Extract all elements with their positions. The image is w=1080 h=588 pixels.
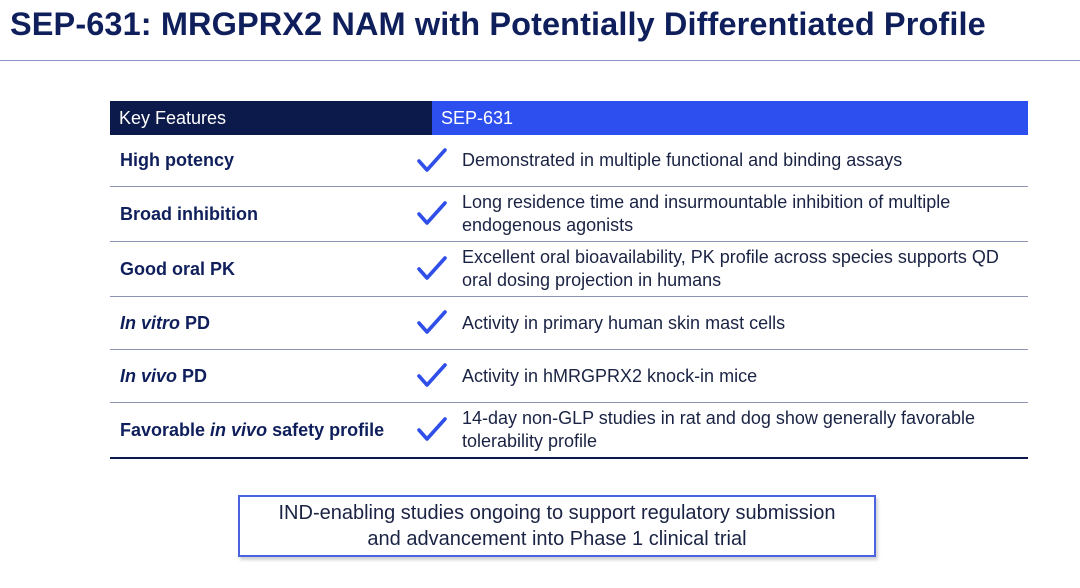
table-header: Key Features SEP-631 bbox=[110, 101, 1028, 135]
checkmark-icon bbox=[412, 253, 452, 285]
table-row: Broad inhibition Long residence time and… bbox=[110, 187, 1028, 242]
feature-label: High potency bbox=[120, 150, 235, 170]
feature-label: In vitro PD bbox=[120, 312, 211, 333]
feature-label: Favorable in vivo safety profile bbox=[120, 419, 385, 440]
checkmark-icon bbox=[412, 360, 452, 392]
checkmark-icon bbox=[412, 414, 452, 446]
header-sep-631: SEP-631 bbox=[432, 101, 1028, 135]
feature-label: In vivo PD bbox=[120, 365, 208, 386]
table-row: Good oral PK Excellent oral bioavailabil… bbox=[110, 242, 1028, 297]
feature-description: Excellent oral bioavailability, PK profi… bbox=[462, 247, 999, 290]
table-row: Favorable in vivo safety profile 14-day … bbox=[110, 403, 1028, 459]
feature-label: Good oral PK bbox=[120, 258, 236, 279]
header-key-features: Key Features bbox=[110, 101, 432, 135]
feature-description: Long residence time and insurmountable i… bbox=[462, 192, 951, 235]
checkmark-icon bbox=[412, 307, 452, 339]
table-row: In vitro PD Activity in primary human sk… bbox=[110, 297, 1028, 350]
checkmark-icon bbox=[412, 198, 452, 230]
features-table: Key Features SEP-631 High potency Demons… bbox=[110, 101, 1028, 459]
feature-label: Broad inhibition bbox=[120, 203, 258, 224]
page-title: SEP-631: MRGPRX2 NAM with Potentially Di… bbox=[10, 6, 986, 42]
callout-line-2: and advancement into Phase 1 clinical tr… bbox=[367, 528, 747, 550]
table-row: High potency Demonstrated in multiple fu… bbox=[110, 135, 1028, 187]
checkmark-icon bbox=[412, 145, 452, 177]
ind-callout-box: IND-enabling studies ongoing to support … bbox=[238, 495, 876, 557]
table-row: In vivo PD Activity in hMRGPRX2 knock-in… bbox=[110, 350, 1028, 403]
feature-description: Activity in hMRGPRX2 knock-in mice bbox=[462, 365, 758, 386]
callout-text: IND-enabling studies ongoing to support … bbox=[279, 500, 836, 552]
feature-description: Activity in primary human skin mast cell… bbox=[462, 312, 786, 333]
title-divider bbox=[0, 60, 1080, 61]
callout-line-1: IND-enabling studies ongoing to support … bbox=[278, 502, 836, 524]
feature-description: 14-day non-GLP studies in rat and dog sh… bbox=[462, 408, 975, 451]
feature-description: Demonstrated in multiple functional and … bbox=[462, 150, 903, 170]
